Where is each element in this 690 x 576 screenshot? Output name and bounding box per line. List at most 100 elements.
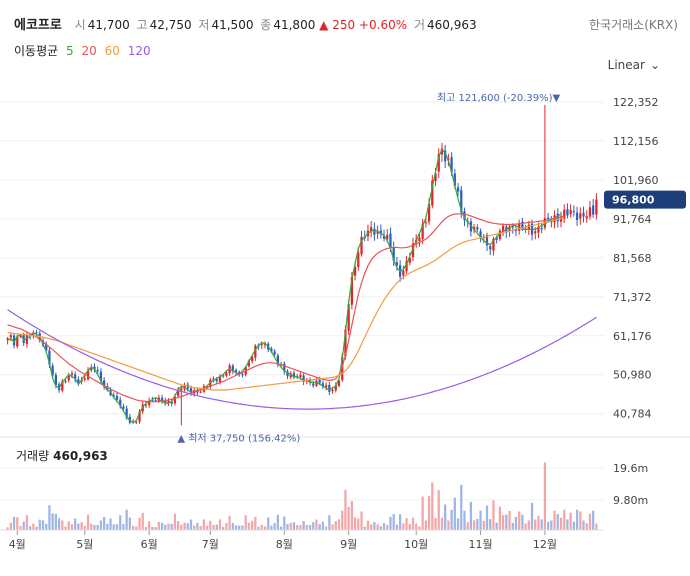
- volume-bar: [38, 519, 41, 530]
- candle-body: [177, 389, 180, 396]
- volume-bar: [167, 523, 170, 530]
- volume-bar: [276, 514, 279, 530]
- ma-legend-120[interactable]: 120: [127, 44, 151, 58]
- ma-legend-20[interactable]: 20: [81, 44, 97, 58]
- volume-value: 460,963: [426, 18, 477, 32]
- x-tick-label: 4월: [9, 538, 26, 551]
- volume-bar: [241, 525, 244, 530]
- candle-body: [353, 267, 357, 276]
- open-label: 시: [74, 18, 86, 32]
- volume-bar: [415, 523, 418, 530]
- volume-bar: [363, 526, 366, 530]
- volume-bar: [463, 510, 466, 530]
- candle-body: [418, 237, 421, 241]
- candle-body: [218, 376, 222, 383]
- volume-bar: [22, 521, 25, 530]
- volume-bar: [447, 520, 450, 530]
- candle-body: [328, 384, 331, 392]
- volume-bar: [6, 527, 9, 530]
- last-price-label: 96,800: [612, 194, 655, 207]
- volume-bar: [466, 522, 469, 530]
- low-annotation: ▲ 최저 37,750 (156.42%): [177, 432, 300, 444]
- volume-bar: [103, 516, 106, 530]
- volume-header: 거래량 460,963: [16, 447, 108, 464]
- volume-bar: [556, 514, 559, 530]
- candle-body: [572, 211, 575, 213]
- candle-body: [167, 400, 170, 403]
- volume-bar: [595, 523, 598, 530]
- volume-bar: [109, 518, 112, 530]
- volume-bar: [263, 526, 267, 530]
- candle-body: [373, 228, 376, 235]
- volume-bar: [402, 523, 405, 530]
- volume-bar: [305, 524, 308, 530]
- volume-bar: [279, 526, 283, 530]
- volume-bar: [395, 524, 399, 530]
- candle-body: [547, 217, 550, 220]
- stock-name: 에코프로: [14, 18, 62, 33]
- volume-bar: [489, 519, 492, 530]
- volume-bar: [270, 525, 273, 530]
- candle-body: [215, 379, 218, 382]
- candle-body: [392, 247, 395, 261]
- close-label: 종: [260, 18, 272, 32]
- volume-bar: [64, 526, 67, 530]
- volume-bar: [508, 510, 511, 530]
- volume-bar: [408, 524, 411, 530]
- candle-body: [260, 344, 263, 346]
- volume-bar: [247, 522, 251, 530]
- volume-total: 460,963: [53, 449, 108, 463]
- ma-legend-60[interactable]: 60: [104, 44, 120, 58]
- volume-bar: [296, 525, 299, 530]
- ma-line-120: [7, 309, 597, 410]
- volume-bar: [389, 516, 392, 530]
- volume-bar: [106, 523, 109, 530]
- volume-bar: [347, 506, 350, 530]
- candle-body: [456, 187, 460, 192]
- scale-mode-select[interactable]: Linear: [608, 58, 660, 72]
- volume-bar: [418, 526, 421, 530]
- volume-bar: [482, 520, 485, 530]
- volume-bar: [328, 515, 331, 530]
- x-tick-label: 9월: [340, 538, 357, 551]
- volume-bar: [96, 525, 99, 530]
- volume-bar: [260, 524, 263, 530]
- volume-bar: [473, 520, 476, 530]
- volume-bar: [199, 526, 202, 530]
- low-value: 41,500: [211, 18, 254, 32]
- volume-bar: [370, 524, 373, 530]
- candle-body: [96, 369, 99, 371]
- x-tick-label: 7월: [202, 538, 219, 551]
- ma-line-20: [7, 213, 565, 403]
- candle-body: [286, 371, 289, 377]
- candle-body: [376, 231, 379, 234]
- candle-body: [569, 209, 572, 215]
- candle-body: [292, 373, 296, 378]
- change-value: ▲ 250 +0.60%: [319, 18, 408, 32]
- volume-bar: [286, 523, 289, 530]
- candle-body: [32, 332, 35, 335]
- candle-body: [318, 379, 321, 384]
- candle-body: [180, 388, 183, 391]
- volume-bar: [344, 489, 347, 530]
- volume-bar: [67, 521, 70, 530]
- volume-bar: [83, 526, 86, 530]
- volume-bar: [119, 515, 122, 530]
- volume-bar: [308, 525, 312, 530]
- candle-body: [321, 383, 325, 387]
- volume-bar: [273, 523, 276, 530]
- volume-bar: [392, 514, 395, 530]
- volume-bar: [122, 523, 125, 530]
- volume-bar: [550, 520, 553, 530]
- volume-bar: [582, 520, 585, 530]
- volume-bar: [476, 518, 479, 530]
- volume-bar: [154, 527, 157, 530]
- y-tick-label: 91,764: [613, 213, 652, 226]
- volume-bar: [357, 518, 360, 530]
- volume-bar: [456, 518, 460, 530]
- candle-body: [22, 334, 25, 344]
- volume-bar: [350, 501, 353, 530]
- volume-bar: [337, 519, 341, 530]
- ma-legend-5[interactable]: 5: [66, 44, 74, 58]
